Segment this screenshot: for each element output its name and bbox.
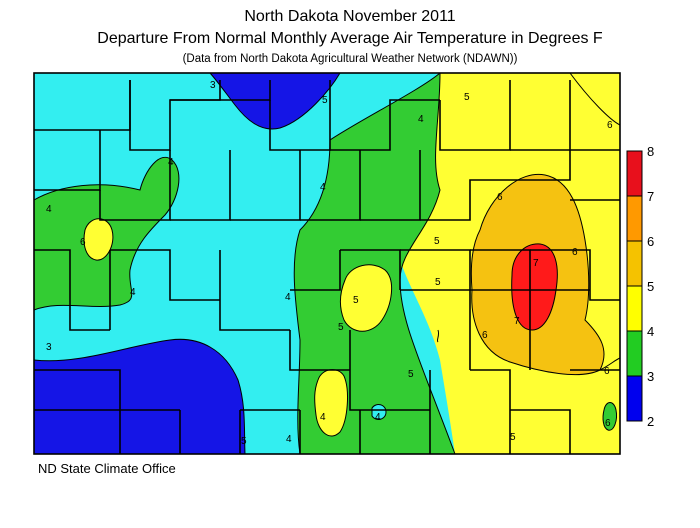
county-boundaries bbox=[33, 72, 621, 455]
source-note: (Data from North Dakota Agricultural Wea… bbox=[182, 53, 518, 65]
legend-swatch bbox=[626, 285, 643, 332]
band-7-8-east bbox=[511, 243, 558, 330]
contour-label: 3 bbox=[210, 80, 216, 91]
legend-label: 5 bbox=[647, 279, 654, 294]
contour-label: 4 bbox=[375, 412, 381, 423]
contour-label: 4 bbox=[285, 292, 291, 303]
contour-label: 3 bbox=[46, 342, 52, 353]
contour-label: 5 bbox=[338, 322, 344, 333]
legend-label: 3 bbox=[647, 369, 654, 384]
legend-swatch bbox=[626, 330, 643, 377]
footer-credit: ND State Climate Office bbox=[38, 461, 176, 476]
band-5-6-south bbox=[314, 369, 348, 436]
band-4-5-central bbox=[294, 73, 455, 454]
contour-label: 5 bbox=[353, 295, 359, 306]
contour-label: 5 bbox=[434, 236, 440, 247]
band-3-4-south-spot bbox=[372, 404, 386, 420]
band-5-6-west bbox=[84, 218, 113, 261]
contour-label: 6 bbox=[604, 366, 610, 377]
legend-label: 8 bbox=[647, 144, 654, 159]
contour-label: 5 bbox=[464, 92, 470, 103]
contour-label: 4 bbox=[130, 287, 136, 298]
map-subtitle: Departure From Normal Monthly Average Ai… bbox=[97, 30, 603, 47]
legend-swatch bbox=[626, 150, 643, 197]
contour-label: 5 bbox=[322, 95, 328, 106]
contour-label: 7 bbox=[533, 258, 539, 269]
contour-label: 5 bbox=[435, 277, 441, 288]
contour-label: 6 bbox=[572, 247, 578, 258]
contour-label: 5 bbox=[241, 436, 247, 447]
band-4-5-southeast bbox=[603, 402, 617, 431]
band-2-3-north bbox=[210, 73, 340, 129]
legend-label: 7 bbox=[647, 189, 654, 204]
contour-label: 6 bbox=[482, 330, 488, 341]
contour-label: 4 bbox=[320, 182, 326, 193]
legend-swatch bbox=[626, 195, 643, 242]
contour-label: 6 bbox=[607, 120, 613, 131]
contour-label: 4 bbox=[286, 434, 292, 445]
contour-label: 5 bbox=[408, 369, 414, 380]
contour-label: 6 bbox=[497, 192, 503, 203]
contour-label: 7 bbox=[514, 316, 520, 327]
contour-label: 4 bbox=[46, 204, 52, 215]
legend-swatch bbox=[626, 240, 643, 287]
contour-label: 4 bbox=[320, 412, 326, 423]
contour-label: 6 bbox=[605, 418, 611, 429]
legend-label: 2 bbox=[647, 414, 654, 429]
contour-label-group: 5 4 4 5 6 4 4 3 4 6 5 5 4 4 5 6 5 6 6 6 … bbox=[46, 80, 613, 447]
legend-swatch bbox=[626, 375, 643, 422]
map-title: North Dakota November 2011 bbox=[244, 8, 456, 25]
band-2-3-southwest bbox=[34, 339, 245, 454]
legend-label: 4 bbox=[647, 324, 654, 339]
band-5-6-central bbox=[340, 264, 392, 332]
legend: 8 7 6 5 4 3 2 bbox=[626, 144, 654, 429]
contour-label: 6 bbox=[80, 237, 86, 248]
legend-label: 6 bbox=[647, 234, 654, 249]
contour-label: 4 bbox=[418, 114, 424, 125]
contour-label: 4 bbox=[168, 157, 174, 168]
contour-label: 5 bbox=[510, 432, 516, 443]
